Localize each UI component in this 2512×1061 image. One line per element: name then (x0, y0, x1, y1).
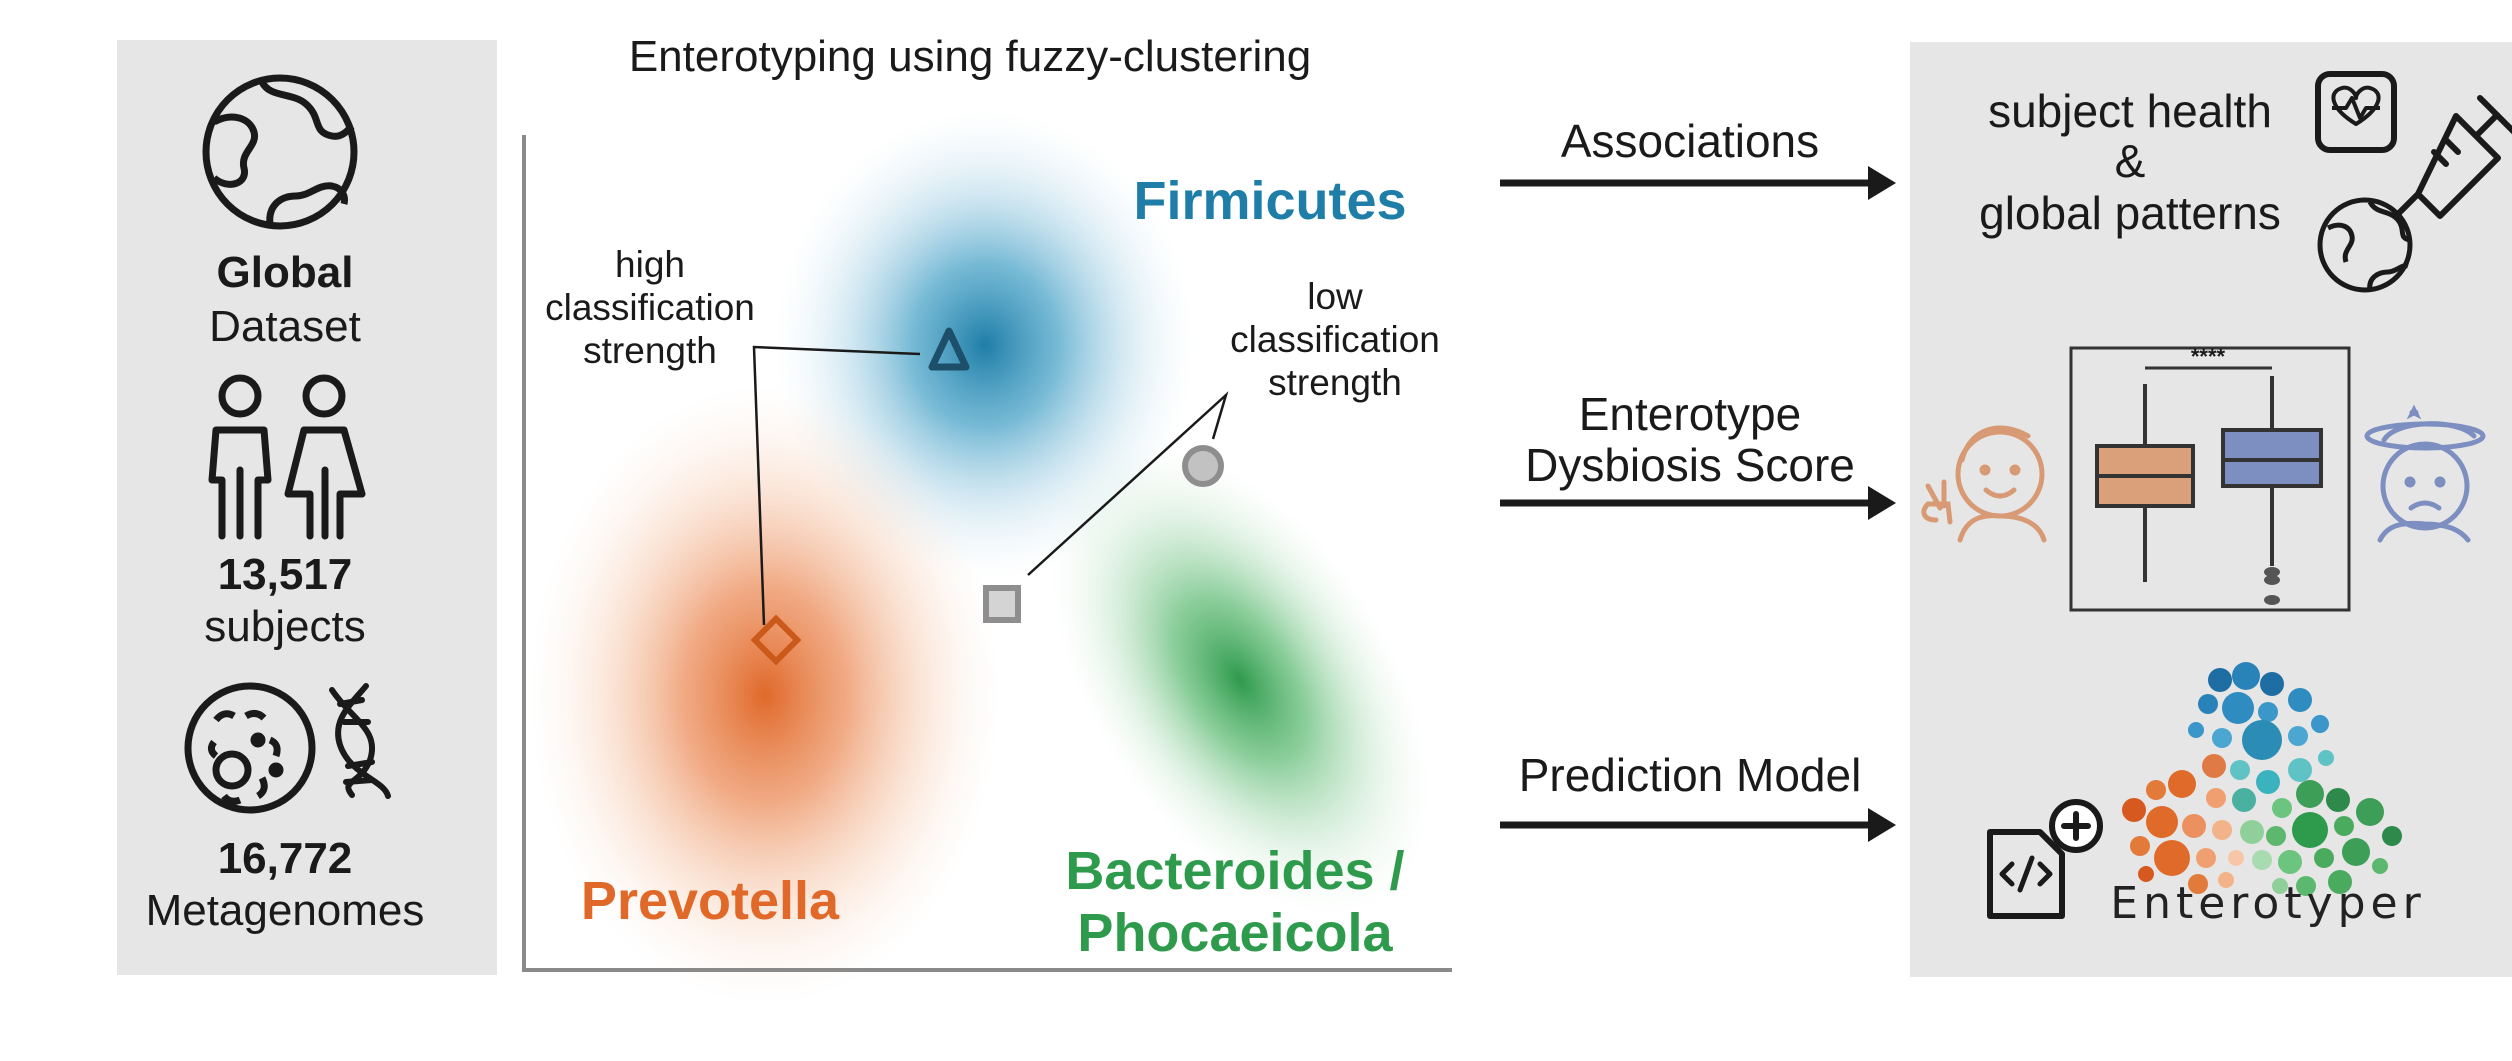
dysbiosis-label-2: Dysbiosis Score (1525, 439, 1855, 491)
dysbiosis-arrow (1500, 486, 1896, 520)
orange-boxplot (2095, 384, 2195, 582)
blue-boxplot (2221, 376, 2323, 566)
microbe-icon (184, 682, 316, 814)
prevotella-cluster (530, 385, 1000, 1005)
high-label-2: classification (545, 286, 755, 328)
health-label-1: subject health (1988, 85, 2272, 137)
low-label-2: classification (1230, 318, 1440, 360)
outlier-points (2264, 567, 2280, 605)
subjects-label: subjects (204, 602, 366, 651)
low-label-1: low (1307, 276, 1363, 317)
health-label-2: & (2114, 135, 2146, 187)
high-label-3: strength (583, 329, 717, 371)
square-marker (983, 585, 1021, 623)
enterotyper-logo-bubbles (2122, 662, 2402, 896)
prevotella-label: Prevotella (580, 871, 840, 931)
code-file-icon (1987, 799, 2103, 919)
firmicutes-label: Firmicutes (1133, 171, 1407, 231)
low-strength-annotation: low classification strength (1205, 276, 1465, 405)
prediction-arrow (1500, 808, 1896, 842)
people-icon (208, 374, 366, 540)
plot-axes (522, 135, 1452, 972)
metagenomes-label: Metagenomes (145, 886, 425, 935)
heart-monitor-icon (2315, 71, 2397, 153)
prediction-label: Prediction Model (1518, 749, 1862, 801)
syringe-icon (2395, 95, 2512, 219)
bacteroides-label-line1: Bacteroides / (1065, 841, 1405, 901)
associations-label: Associations (1560, 115, 1820, 167)
health-label-3: global patterns (1979, 187, 2281, 239)
associations-arrow (1500, 166, 1896, 200)
annotation-lines (752, 345, 1229, 626)
enterotyper-logo-text: Enterotyper (2110, 878, 2426, 929)
dysbiosis-label-1: Enterotype (1578, 388, 1802, 440)
triangle-marker (928, 327, 970, 371)
boxplot-frame (2069, 346, 2351, 612)
plot-title: Enterotyping using fuzzy-clustering (628, 32, 1312, 81)
globe-icon (202, 74, 358, 230)
subjects-count: 13,517 (217, 550, 353, 599)
high-strength-annotation: high classification strength (520, 244, 780, 373)
high-label-1: high (615, 244, 685, 285)
bacteroides-cluster (1048, 443, 1432, 917)
dna-icon (329, 683, 391, 799)
diamond-marker (750, 614, 802, 666)
global-label: Global (216, 248, 354, 297)
happy-face-icon (1921, 425, 2047, 543)
circle-marker (1182, 445, 1224, 487)
low-label-3: strength (1268, 361, 1402, 403)
small-globe-icon (2317, 197, 2413, 293)
metagenomes-count: 16,772 (217, 834, 353, 883)
dataset-label: Dataset (209, 302, 361, 351)
bacteroides-label-line2: Phocaeicola (1077, 903, 1393, 963)
significance-stars: **** (2190, 344, 2226, 369)
sad-face-icon (2364, 404, 2486, 543)
